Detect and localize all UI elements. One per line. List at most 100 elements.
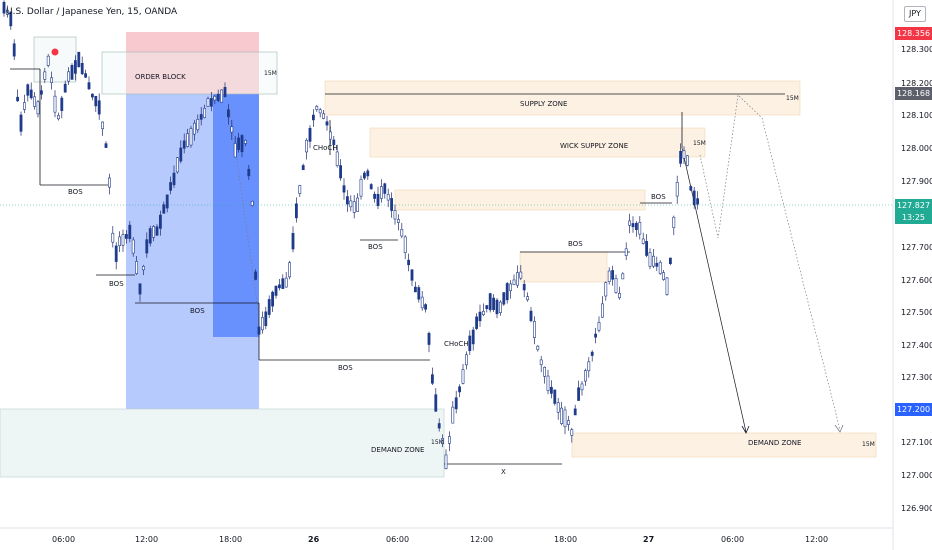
candle-body bbox=[485, 305, 489, 309]
candle-body bbox=[172, 172, 176, 186]
candle-body bbox=[189, 128, 193, 146]
candle-body bbox=[111, 232, 115, 243]
demand-zone-left[interactable] bbox=[0, 408, 445, 478]
candle-body bbox=[152, 226, 156, 238]
bos-label: BOS bbox=[338, 364, 353, 372]
candle-body bbox=[403, 236, 407, 254]
demand-zone-left-label: DEMAND ZONE bbox=[371, 446, 425, 454]
candle-body bbox=[260, 317, 264, 331]
candle-body bbox=[67, 71, 71, 82]
candle-body bbox=[220, 89, 224, 103]
candle-body bbox=[464, 354, 468, 366]
candlestick-series[interactable] bbox=[2, 0, 700, 470]
symbol-title[interactable]: U.S. Dollar / Japanese Yen, 15, OANDA bbox=[6, 7, 178, 17]
supply-zone-label: SUPPLY ZONE bbox=[520, 100, 568, 108]
time-tick: 06:00 bbox=[721, 535, 745, 544]
candle-body bbox=[611, 270, 615, 280]
candle-body bbox=[495, 299, 499, 315]
candle-body bbox=[430, 374, 434, 384]
candle-body bbox=[328, 131, 332, 140]
candle-body bbox=[624, 248, 628, 256]
tf-label: 15M bbox=[431, 439, 444, 446]
candle-body bbox=[447, 436, 451, 444]
candle-body bbox=[458, 386, 462, 393]
bos-label: BOS bbox=[109, 280, 124, 288]
candle-body bbox=[145, 239, 149, 254]
candle-body bbox=[342, 185, 346, 193]
candle-body bbox=[556, 402, 560, 413]
candle-body bbox=[193, 122, 196, 135]
candle-body bbox=[356, 197, 360, 212]
time-tick: 18:00 bbox=[554, 535, 578, 544]
candle-body bbox=[519, 271, 523, 279]
alert-marker-icon[interactable] bbox=[51, 48, 59, 56]
projection-paths bbox=[229, 94, 841, 433]
long-position-highlight[interactable] bbox=[213, 94, 259, 337]
candle-body bbox=[74, 60, 77, 74]
candle-body bbox=[696, 198, 700, 205]
candle-body bbox=[563, 409, 567, 428]
candle-body bbox=[22, 102, 26, 110]
candle-body bbox=[213, 96, 217, 101]
supply-zone-small[interactable] bbox=[519, 251, 608, 283]
candle-body bbox=[594, 333, 598, 338]
candle-body bbox=[543, 366, 547, 377]
candle-body bbox=[308, 127, 312, 142]
candle-body bbox=[692, 190, 696, 205]
candle-body bbox=[413, 286, 417, 293]
candle-body bbox=[240, 135, 244, 153]
candle-body bbox=[352, 201, 356, 213]
candle-body bbox=[264, 311, 268, 327]
candle-body bbox=[77, 51, 81, 68]
candle-body bbox=[87, 82, 91, 90]
time-tick: 12:00 bbox=[805, 535, 829, 544]
candle-body bbox=[583, 370, 587, 382]
price-tick: 127.500 bbox=[901, 308, 932, 317]
order-block-zone[interactable] bbox=[126, 32, 259, 94]
bos-label: BOS bbox=[651, 193, 666, 201]
candle-body bbox=[315, 106, 319, 110]
wick-supply-zone[interactable] bbox=[369, 127, 706, 158]
supply-zone[interactable] bbox=[324, 80, 801, 116]
supply-zone-minor[interactable] bbox=[394, 189, 646, 211]
candle-body bbox=[114, 245, 118, 262]
order-block-15m-zone[interactable] bbox=[101, 51, 278, 95]
candle-body bbox=[227, 109, 230, 118]
candle-body bbox=[271, 291, 275, 307]
candle-body bbox=[689, 186, 693, 191]
candle-body bbox=[325, 121, 329, 126]
candle-body bbox=[434, 394, 438, 412]
price-tick: 127.400 bbox=[901, 341, 932, 350]
candle-body bbox=[549, 386, 553, 394]
time-tick: 06:00 bbox=[52, 535, 76, 544]
candle-body bbox=[604, 282, 608, 297]
candle-body bbox=[685, 155, 689, 166]
candle-body bbox=[345, 196, 349, 205]
candle-body bbox=[407, 259, 411, 266]
candle-body bbox=[396, 219, 400, 223]
candle-body bbox=[206, 98, 210, 107]
candle-body bbox=[284, 277, 288, 288]
demand-zone-right[interactable] bbox=[571, 432, 877, 458]
candle-body bbox=[118, 236, 122, 247]
candle-body bbox=[580, 383, 584, 391]
time-tick: 27 bbox=[643, 535, 655, 544]
time-tick: 26 bbox=[308, 535, 320, 544]
price-tick: 127.100 bbox=[901, 438, 932, 447]
price-tick: 127.700 bbox=[901, 243, 932, 252]
time-tick: 12:00 bbox=[470, 535, 494, 544]
candle-body bbox=[587, 361, 591, 372]
candle-body bbox=[335, 151, 339, 167]
candle-body bbox=[254, 271, 258, 280]
candle-body bbox=[349, 200, 353, 208]
candle-body bbox=[43, 71, 47, 80]
candle-body bbox=[29, 89, 33, 99]
currency-badge[interactable]: JPY bbox=[904, 6, 926, 22]
candle-body bbox=[237, 137, 241, 150]
candle-body bbox=[672, 216, 676, 228]
candle-body bbox=[135, 261, 139, 274]
candle-body bbox=[498, 301, 502, 314]
order-block-label: ORDER BLOCK bbox=[135, 73, 186, 81]
candle-body bbox=[617, 293, 621, 299]
